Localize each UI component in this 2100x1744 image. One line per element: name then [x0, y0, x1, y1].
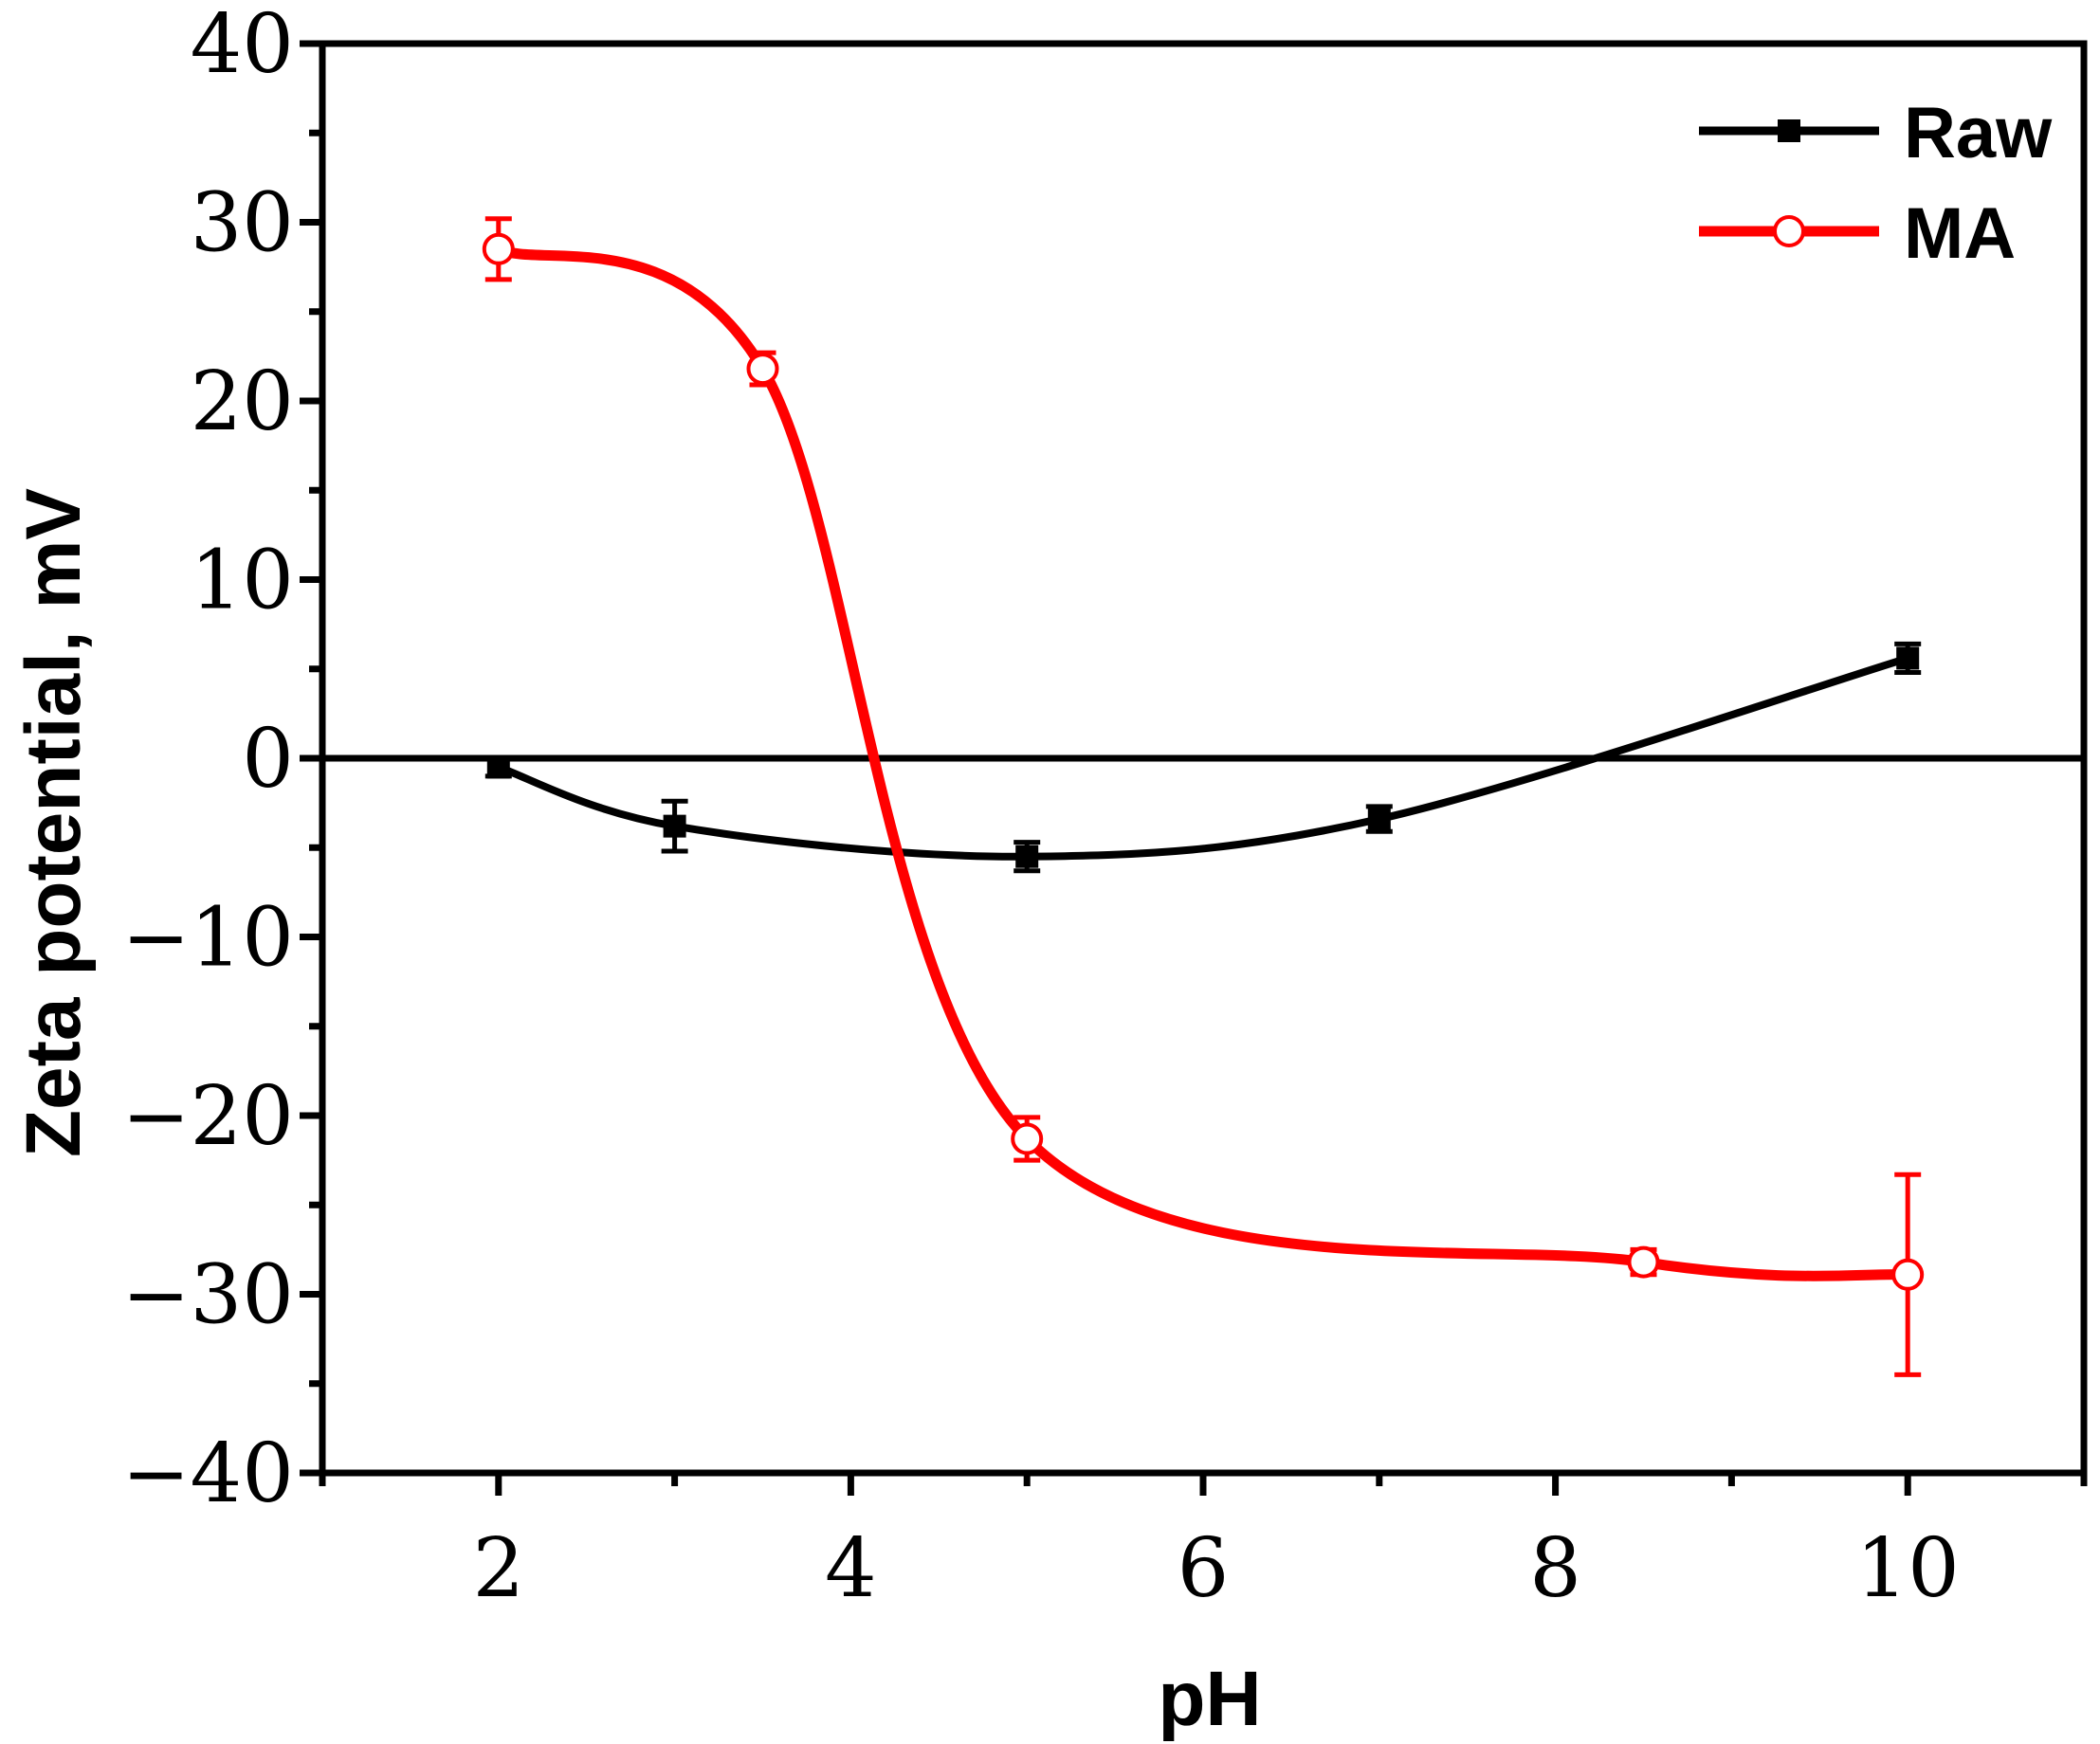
legend-marker-raw	[1778, 119, 1800, 142]
series-line-raw	[497, 654, 1909, 861]
legend-label-raw: Raw	[1904, 93, 2053, 173]
series-line-ma	[496, 244, 1908, 1281]
data-point-ma	[1011, 1122, 1044, 1155]
y-tick-label: 30	[191, 176, 294, 271]
y-tick-label: −30	[122, 1248, 295, 1343]
x-tick-label: 2	[472, 1521, 524, 1616]
y-tick-label: 10	[191, 534, 294, 628]
y-tick-label: 20	[191, 354, 294, 449]
data-point-ma	[482, 232, 515, 265]
data-point-raw	[663, 814, 686, 838]
x-tick-label: 6	[1178, 1521, 1230, 1616]
y-tick-label: −10	[122, 891, 295, 986]
data-point-raw	[1896, 646, 1920, 670]
data-point-ma	[746, 353, 779, 386]
y-tick-label: 0	[242, 712, 294, 807]
data-point-raw	[1367, 808, 1391, 831]
x-tick-label: 8	[1529, 1521, 1581, 1616]
y-tick-label: −40	[122, 1426, 295, 1521]
data-point-ma	[1891, 1258, 1925, 1291]
x-axis-title: pH	[1158, 1656, 1261, 1742]
legend-marker-ma	[1773, 215, 1805, 247]
y-tick-label: −20	[122, 1069, 295, 1164]
legend-label-ma: MA	[1904, 193, 2016, 274]
data-point-raw	[486, 755, 510, 779]
y-tick-label: 40	[191, 0, 294, 92]
y-axis-title: Zeta potential, mV	[10, 488, 97, 1158]
data-point-raw	[1015, 845, 1039, 868]
x-tick-label: 10	[1855, 1521, 1959, 1616]
x-tick-label: 4	[825, 1521, 877, 1616]
data-point-ma	[1627, 1245, 1660, 1279]
